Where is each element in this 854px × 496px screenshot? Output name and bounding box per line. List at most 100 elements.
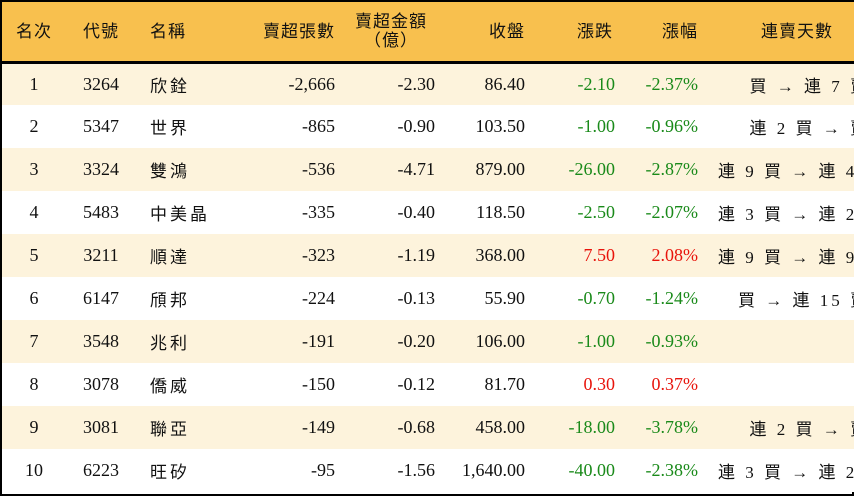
cell-change-pct: -1.24% (645, 288, 699, 308)
cell-code: 6223 (83, 460, 119, 480)
cell-code: 6147 (83, 288, 119, 308)
header-change-pct: 漲幅 (621, 2, 712, 64)
cell-net-sell-lots: -335 (302, 202, 335, 222)
cell-change-pct: -2.37% (645, 73, 699, 94)
cell-code: 3081 (83, 417, 119, 437)
cell-net-sell-lots: -150 (302, 374, 335, 394)
cell-rank: 10 (25, 460, 43, 480)
cell-rank: 8 (29, 374, 39, 394)
cell-name: 欣銓 (150, 76, 190, 96)
table-row: 9 3081 聯亞 -149 -0.68 458.00 -18.00 -3.78… (2, 406, 854, 449)
header-net-sell-lots: 賣超張數 (226, 2, 341, 64)
cell-net-sell-amount: -0.90 (397, 116, 436, 136)
cell-name: 兆利 (150, 334, 190, 353)
cell-net-sell-lots: -191 (302, 331, 335, 351)
cell-rank: 1 (29, 73, 39, 94)
cell-streak: 連 2 買 → 賣 (749, 420, 854, 439)
cell-streak: 連 9 買 → 連 9 賣 (718, 248, 854, 267)
cell-net-sell-amount: -2.30 (397, 73, 436, 94)
header-streak: 連賣天數 (712, 2, 854, 64)
cell-close: 81.70 (484, 374, 526, 394)
cell-net-sell-lots: -865 (302, 116, 335, 136)
cell-change: -0.70 (577, 288, 616, 308)
cell-net-sell-amount: -1.19 (397, 245, 436, 265)
cell-change: -2.10 (577, 73, 616, 94)
cell-code: 3078 (83, 374, 119, 394)
cell-streak: 連 3 買 → 連 2 賣 (718, 205, 854, 224)
cell-code: 3264 (83, 73, 119, 94)
cell-net-sell-amount: -0.40 (397, 202, 436, 222)
cell-name: 世界 (150, 119, 190, 138)
cell-net-sell-lots: -149 (302, 417, 335, 437)
cell-change-pct: -2.87% (645, 159, 699, 179)
cell-code: 3548 (83, 331, 119, 351)
cell-close: 86.40 (484, 73, 526, 94)
cell-net-sell-amount: -0.20 (397, 331, 436, 351)
header-close: 收盤 (441, 2, 531, 64)
cell-code: 3211 (83, 245, 119, 265)
table-row: 7 3548 兆利 -191 -0.20 106.00 -1.00 -0.93%… (2, 320, 854, 363)
cell-code: 5483 (83, 202, 119, 222)
cell-close: 879.00 (475, 159, 526, 179)
cell-net-sell-lots: -95 (311, 460, 335, 480)
cell-close: 55.90 (484, 288, 526, 308)
cell-name: 旺矽 (150, 463, 190, 482)
table-row: 6 6147 頎邦 -224 -0.13 55.90 -0.70 -1.24% … (2, 277, 854, 320)
table-row: 5 3211 順達 -323 -1.19 368.00 7.50 2.08% 連… (2, 234, 854, 277)
cell-name: 頎邦 (150, 291, 190, 310)
header-code: 代號 (66, 2, 136, 64)
cell-close: 1,640.00 (462, 460, 525, 480)
cell-close: 118.50 (476, 202, 525, 222)
cell-change-pct: 0.37% (651, 374, 699, 394)
cell-net-sell-lots: -323 (302, 245, 335, 265)
cell-change: -1.00 (577, 116, 616, 136)
cell-rank: 7 (29, 331, 39, 351)
header-change: 漲跌 (531, 2, 621, 64)
cell-change-pct: -3.78% (645, 417, 699, 437)
cell-change: -40.00 (568, 460, 616, 480)
table-row: 1 3264 欣銓 -2,666 -2.30 86.40 -2.10 -2.37… (2, 62, 854, 105)
cell-rank: 5 (29, 245, 39, 265)
cell-close: 106.00 (475, 331, 526, 351)
cell-rank: 3 (29, 159, 39, 179)
cell-net-sell-amount: -0.12 (397, 374, 436, 394)
cell-rank: 6 (29, 288, 39, 308)
cell-name: 順達 (150, 248, 190, 267)
cell-change-pct: -0.93% (645, 331, 699, 351)
cell-name: 雙鴻 (150, 162, 190, 181)
header-net-sell-amount-line2: （億） (364, 31, 418, 51)
cell-change: 0.30 (583, 374, 616, 394)
table-row: 10 6223 旺矽 -95 -1.56 1,640.00 -40.00 -2.… (2, 449, 854, 492)
cell-change: -18.00 (568, 417, 616, 437)
table-row: 4 5483 中美晶 -335 -0.40 118.50 -2.50 -2.07… (2, 191, 854, 234)
cell-change-pct: -2.38% (645, 460, 699, 480)
cell-change-pct: 2.08% (651, 245, 699, 265)
cell-code: 3324 (83, 159, 119, 179)
cell-net-sell-amount: -4.71 (397, 159, 436, 179)
cell-rank: 4 (29, 202, 39, 222)
table-header-row: 名次 代號 名稱 賣超張數 賣超金額 （億） 收盤 漲跌 漲幅 連賣天數 (2, 2, 854, 64)
cell-change-pct: -2.07% (645, 202, 699, 222)
cell-name: 聯亞 (150, 420, 190, 439)
cell-change: 7.50 (583, 245, 616, 265)
header-name: 名稱 (136, 2, 226, 64)
table-row: 2 5347 世界 -865 -0.90 103.50 -1.00 -0.96%… (2, 105, 854, 148)
cell-rank: 9 (29, 417, 39, 437)
cell-net-sell-amount: -1.56 (397, 460, 436, 480)
cell-net-sell-lots: -2,666 (288, 73, 336, 94)
cell-name: 僑威 (150, 377, 190, 396)
cell-streak: 買 → 連 7 賣 (749, 76, 854, 96)
cell-close: 103.50 (475, 116, 526, 136)
cell-rank: 2 (29, 116, 39, 136)
cell-change: -1.00 (577, 331, 616, 351)
cell-net-sell-amount: -0.68 (397, 417, 436, 437)
table-row: 8 3078 僑威 -150 -0.12 81.70 0.30 0.37% 1 (2, 363, 854, 406)
cell-net-sell-lots: -224 (302, 288, 335, 308)
header-net-sell-amount: 賣超金額 （億） (341, 2, 441, 64)
cell-net-sell-lots: -536 (302, 159, 335, 179)
cell-change: -2.50 (577, 202, 616, 222)
cell-close: 368.00 (475, 245, 526, 265)
cell-streak: 連 2 買 → 賣 (749, 119, 854, 138)
